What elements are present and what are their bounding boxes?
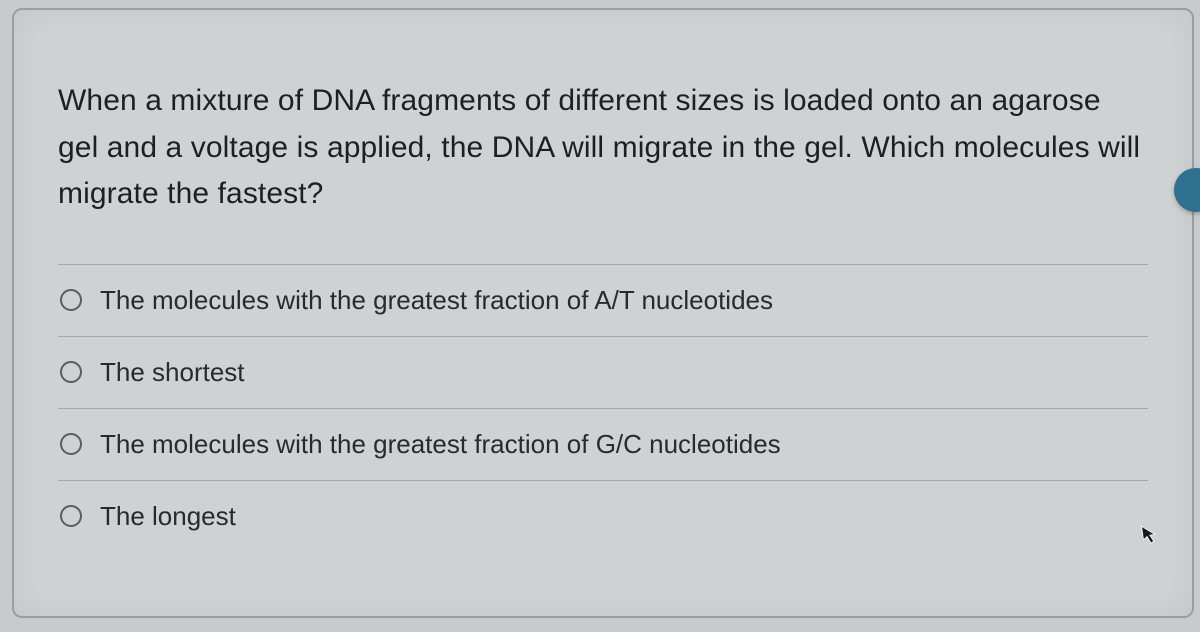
option-shortest[interactable]: The shortest xyxy=(58,337,1148,409)
option-label: The shortest xyxy=(100,357,245,388)
option-gc-nucleotides[interactable]: The molecules with the greatest fraction… xyxy=(58,409,1148,481)
cursor-icon xyxy=(1140,523,1161,549)
options-list: The molecules with the greatest fraction… xyxy=(58,264,1148,552)
option-label: The molecules with the greatest fraction… xyxy=(100,285,773,316)
radio-icon xyxy=(60,289,82,311)
question-text: When a mixture of DNA fragments of diffe… xyxy=(58,78,1148,218)
option-label: The longest xyxy=(100,501,236,532)
question-panel: When a mixture of DNA fragments of diffe… xyxy=(12,8,1194,618)
option-longest[interactable]: The longest xyxy=(58,481,1148,552)
radio-icon xyxy=(60,433,82,455)
option-label: The molecules with the greatest fraction… xyxy=(100,429,781,460)
radio-icon xyxy=(60,505,82,527)
option-at-nucleotides[interactable]: The molecules with the greatest fraction… xyxy=(58,265,1148,337)
radio-icon xyxy=(60,361,82,383)
